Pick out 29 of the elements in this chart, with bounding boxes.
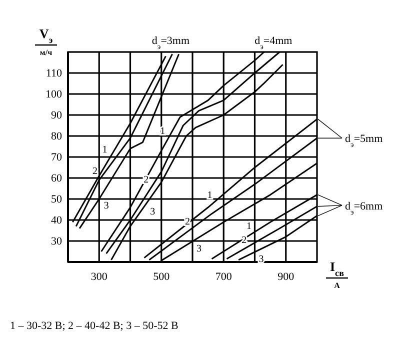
x-tick-label: 500 <box>153 270 170 283</box>
y-tick-label: 30 <box>51 236 62 248</box>
x-tick-label: 900 <box>278 270 295 283</box>
series-label: 3 <box>150 206 156 218</box>
annotation: d$_{э}$=5mm <box>345 133 384 149</box>
series-label: 1 <box>102 144 108 156</box>
series-label: 1 <box>246 221 252 232</box>
x-tick-label: 300 <box>90 270 108 283</box>
series-label: 2 <box>92 166 98 178</box>
annotation: d$_{э}$=3mm <box>152 35 190 50</box>
y-tick-label: 50 <box>51 194 62 206</box>
series-label: 1 <box>207 190 212 201</box>
annotation: d$_{э}$=6mm <box>345 200 384 216</box>
y-axis-title: V$_{э}$ <box>39 26 53 45</box>
y-tick-label: 60 <box>51 172 62 185</box>
y-tick-label: 40 <box>51 214 62 227</box>
series-label: 3 <box>104 200 109 212</box>
y-tick-label: 90 <box>51 110 62 122</box>
series-label: 3 <box>196 244 202 255</box>
x-tick-label: 700 <box>215 270 232 283</box>
y-tick-label: 100 <box>46 88 62 101</box>
y-tick-label: 110 <box>46 68 62 80</box>
text: 1 – 30-32 B; 2 – 40-42 B; 3 – 50-52 B <box>10 320 178 332</box>
annotation: d$_{э}$=4mm <box>254 35 293 50</box>
y-tick-label: 70 <box>51 152 62 164</box>
x-axis-title: I$_{св}$ <box>330 259 344 278</box>
y-tick-label: 80 <box>51 130 62 143</box>
text: A <box>334 281 340 290</box>
text: м/ч <box>40 48 53 57</box>
